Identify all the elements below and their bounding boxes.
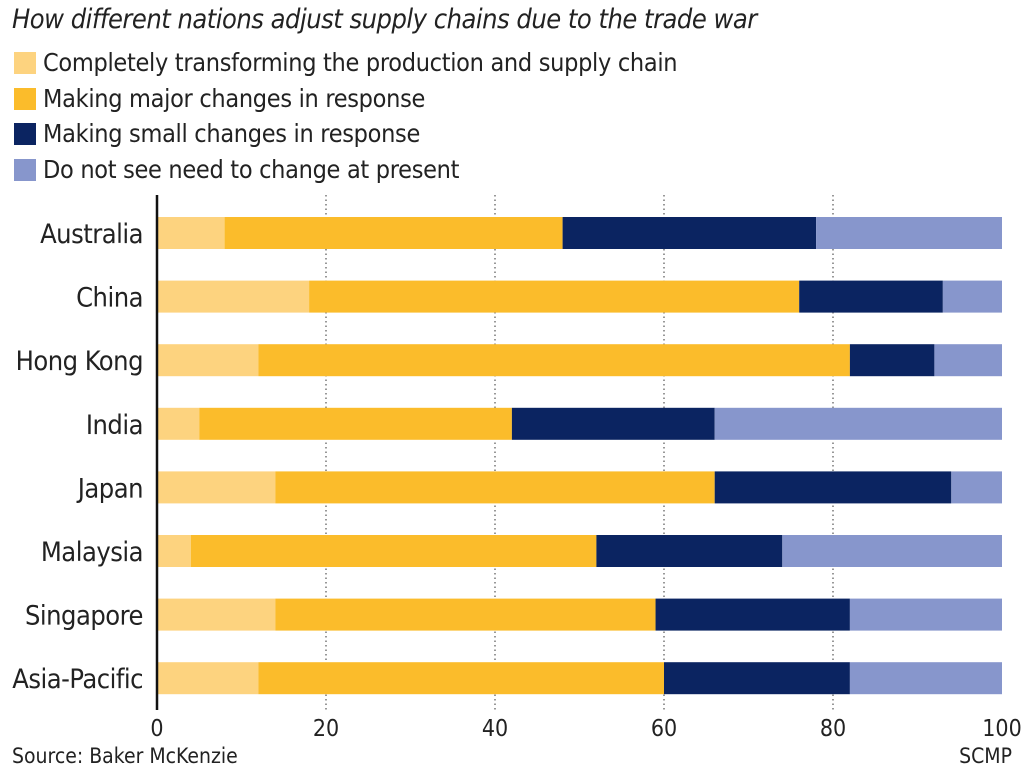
bar-segment <box>849 662 1002 695</box>
legend-swatch <box>14 51 36 74</box>
category-label: Hong Kong <box>16 346 143 377</box>
category-label: India <box>86 410 143 441</box>
x-tick-label: 60 <box>651 716 677 742</box>
category-label: Australia <box>40 219 143 250</box>
legend-item: Making small changes in response <box>14 119 420 148</box>
bar-segment <box>596 535 783 567</box>
legend-label: Making major changes in response <box>43 84 426 113</box>
bar-segment <box>157 598 276 631</box>
x-tick-label: 80 <box>820 716 846 742</box>
source-note: Source: Baker McKenzie <box>12 744 238 768</box>
bar-segment <box>190 535 597 567</box>
bar-segment <box>951 471 1002 504</box>
bar-segment <box>157 407 200 440</box>
legend-item: Do not see need to change at present <box>14 155 459 184</box>
legend-label: Completely transforming the production a… <box>43 48 678 77</box>
legend-item: Making major changes in response <box>14 84 425 113</box>
bar-segment <box>309 280 800 313</box>
bar-segment <box>562 217 817 249</box>
bar-segment <box>157 217 225 249</box>
legend-item: Completely transforming the production a… <box>14 48 678 77</box>
bar-segment <box>157 662 259 695</box>
bar-segment <box>799 280 943 313</box>
category-label: Japan <box>76 473 143 504</box>
credit: SCMP <box>959 744 1012 768</box>
x-tick-label: 20 <box>313 716 339 742</box>
bar-segment <box>275 598 656 631</box>
legend-label: Making small changes in response <box>43 119 421 148</box>
bar-segment <box>849 344 935 377</box>
chart-title: How different nations adjust supply chai… <box>12 4 757 35</box>
legend-swatch <box>14 87 36 110</box>
bar-segment <box>224 217 563 249</box>
bar-segment <box>664 662 850 695</box>
x-tick-label: 40 <box>482 716 508 742</box>
legend-swatch <box>14 158 36 181</box>
bar-segment <box>849 598 1002 631</box>
bar-segment <box>655 598 850 631</box>
bar-segment <box>714 407 1002 440</box>
category-label: Singapore <box>25 601 143 632</box>
bar-segment <box>942 280 1002 313</box>
bar-segment <box>511 407 715 440</box>
bar-segment <box>714 471 952 504</box>
legend-swatch <box>14 122 36 145</box>
bar-segment <box>157 471 276 504</box>
bar-segment <box>816 217 1002 249</box>
bar-segment <box>157 344 259 377</box>
bar-segment <box>258 662 664 695</box>
bar-segment <box>157 535 191 567</box>
bar-segment <box>275 471 715 504</box>
bar-segment <box>199 407 512 440</box>
x-tick-label: 100 <box>982 716 1022 742</box>
category-label: Malaysia <box>41 537 143 568</box>
legend-label: Do not see need to change at present <box>43 155 460 184</box>
x-tick-label: 0 <box>150 716 163 742</box>
category-label: China <box>76 283 143 314</box>
bar-segment <box>157 280 310 313</box>
category-label: Asia-Pacific <box>12 664 143 695</box>
bar-segment <box>258 344 850 377</box>
bar-segment <box>934 344 1002 377</box>
bar-segment <box>782 535 1002 567</box>
